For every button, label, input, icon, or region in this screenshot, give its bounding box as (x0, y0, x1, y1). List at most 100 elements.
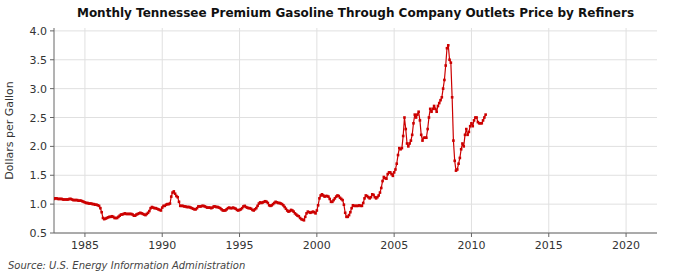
marker (304, 216, 307, 219)
marker (441, 96, 444, 99)
x-tick (316, 233, 317, 237)
grid-line-x (548, 28, 549, 233)
marker (407, 145, 410, 148)
x-tick-label: 1990 (148, 239, 176, 252)
x-tick-label: 2010 (457, 239, 485, 252)
marker (178, 201, 181, 204)
x-tick-label: 2005 (380, 239, 408, 252)
marker (443, 79, 446, 82)
marker (466, 134, 469, 137)
marker (343, 203, 346, 206)
y-tick (50, 117, 54, 118)
marker (395, 162, 398, 165)
marker (341, 199, 344, 202)
x-tick (239, 233, 240, 237)
source: Source: U.S. Energy Information Administ… (8, 260, 245, 271)
y-axis-line (54, 28, 55, 233)
grid-line-y (54, 146, 657, 147)
marker (392, 175, 395, 178)
y-tick (50, 204, 54, 205)
marker (435, 110, 438, 113)
marker (379, 191, 382, 194)
marker (434, 108, 437, 111)
x-tick (162, 233, 163, 237)
marker (433, 105, 436, 108)
marker (318, 197, 321, 200)
line (54, 45, 486, 220)
marker (267, 202, 270, 205)
marker (413, 113, 416, 116)
grid-line-y (54, 88, 657, 89)
y-tick (50, 59, 54, 60)
marker (363, 197, 366, 200)
marker (456, 168, 459, 171)
marker (381, 180, 384, 183)
x-tick-label: 2020 (612, 239, 640, 252)
marker (255, 207, 258, 210)
marker (473, 119, 476, 122)
marker (430, 110, 433, 113)
marker (448, 58, 451, 61)
marker (393, 171, 396, 174)
marker (404, 128, 407, 131)
grid (54, 28, 657, 233)
marker (372, 194, 375, 197)
marker (446, 47, 449, 50)
marker (314, 212, 317, 215)
marker (350, 207, 353, 210)
x-tick (471, 233, 472, 237)
marker (419, 119, 422, 122)
marker (411, 134, 414, 137)
marker (256, 205, 259, 208)
chart: 198519901995200020052010201520200.51.01.… (0, 0, 675, 275)
series (54, 44, 487, 222)
marker (397, 154, 400, 157)
marker (401, 147, 404, 150)
marker (432, 108, 435, 111)
marker (328, 198, 331, 201)
marker (475, 116, 478, 119)
grid-line-x (626, 28, 627, 233)
marker (169, 202, 172, 205)
marker (402, 135, 405, 138)
marker (465, 128, 468, 131)
marker (170, 195, 173, 198)
marker (370, 196, 373, 199)
marker (483, 116, 486, 119)
marker (344, 211, 347, 214)
x-tick (394, 233, 395, 237)
grid-line-x (316, 28, 317, 233)
marker (450, 61, 453, 64)
grid-line-x (162, 28, 163, 233)
marker (429, 108, 432, 111)
grid-line-y (54, 175, 657, 176)
marker (327, 195, 330, 198)
marker (385, 177, 388, 180)
marker (442, 87, 445, 90)
y-tick (50, 146, 54, 147)
x-tick (626, 233, 627, 237)
x-tick-label: 1995 (226, 239, 254, 252)
grid-line-y (54, 59, 657, 60)
marker (408, 142, 411, 145)
y-tick-label: 2.5 (30, 112, 48, 125)
y-tick (50, 175, 54, 176)
marker (416, 113, 419, 116)
marker (316, 209, 319, 212)
marker (98, 205, 101, 208)
marker (417, 110, 420, 113)
marker (99, 207, 102, 210)
marker (403, 116, 406, 119)
y-tick-label: 1.5 (30, 169, 48, 182)
marker (464, 134, 467, 137)
marker (176, 196, 179, 199)
axes: 198519901995200020052010201520200.51.01.… (30, 25, 658, 252)
marker (428, 116, 431, 119)
y-tick (50, 88, 54, 89)
marker (468, 131, 471, 134)
marker (480, 122, 483, 125)
marker (437, 105, 440, 108)
marker (460, 148, 463, 151)
marker (461, 142, 464, 145)
marker (410, 139, 413, 142)
